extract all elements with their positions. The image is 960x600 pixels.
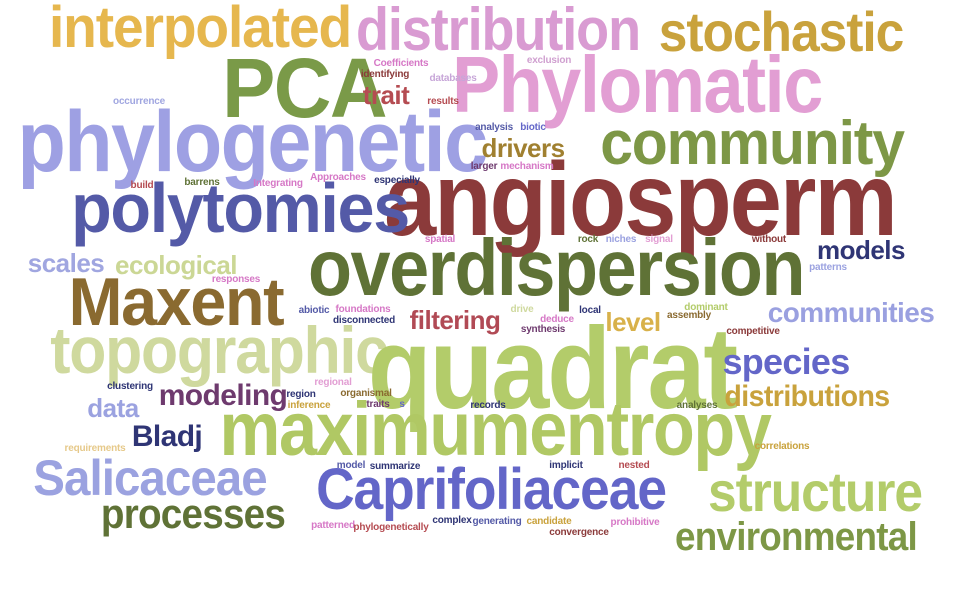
- cloud-word: Coefficients: [373, 58, 429, 69]
- cloud-word: records: [470, 400, 506, 411]
- cloud-word: exclusion: [526, 55, 572, 66]
- cloud-word: interpolated: [48, 0, 352, 60]
- cloud-word: inference: [287, 400, 331, 411]
- cloud-word: biotic: [520, 122, 546, 133]
- cloud-word: niches: [605, 234, 637, 245]
- cloud-word: spatial: [424, 234, 456, 245]
- cloud-word: occurrence: [113, 96, 165, 107]
- cloud-word: stochastic: [658, 0, 905, 63]
- cloud-word: clustering: [107, 381, 153, 392]
- cloud-word: mechanism: [500, 161, 554, 172]
- cloud-word: Approaches: [310, 172, 366, 183]
- cloud-word: abiotic: [298, 305, 330, 316]
- cloud-word: data: [87, 393, 139, 423]
- cloud-word: patterned: [311, 520, 355, 531]
- cloud-word: larger: [470, 161, 498, 172]
- cloud-word: requirements: [64, 443, 126, 454]
- cloud-word: local: [579, 305, 601, 316]
- cloud-word: species: [722, 341, 850, 382]
- cloud-word: scales: [27, 248, 105, 278]
- cloud-word: deduce: [540, 314, 574, 325]
- cloud-word: phylogenetically: [353, 522, 429, 533]
- cloud-word: synthesis: [520, 324, 566, 335]
- cloud-word: identifying: [360, 69, 410, 80]
- cloud-word: Salicaceae: [33, 450, 267, 506]
- cloud-word: regional: [314, 377, 352, 388]
- cloud-word: environmental: [675, 515, 918, 559]
- cloud-word: patterns: [809, 262, 847, 273]
- cloud-word: distribution: [356, 0, 641, 63]
- cloud-word: maximumentropy: [219, 387, 772, 472]
- cloud-word: competitive: [726, 326, 780, 337]
- cloud-word: models: [817, 235, 905, 265]
- cloud-word: responses: [211, 274, 261, 285]
- cloud-word: rock: [577, 234, 599, 245]
- cloud-word: implicit: [549, 460, 583, 471]
- cloud-word: distributions: [724, 380, 890, 413]
- cloud-word: processes: [100, 490, 286, 537]
- cloud-word: nested: [618, 460, 650, 471]
- cloud-word: community: [600, 109, 905, 178]
- cloud-word: drive: [510, 304, 534, 315]
- cloud-word: ecological: [115, 250, 237, 280]
- cloud-word: summarize: [369, 461, 421, 472]
- cloud-word: s: [399, 399, 405, 410]
- cloud-word: convergence: [549, 527, 609, 538]
- cloud-word: organismal: [340, 388, 392, 399]
- cloud-word: traits: [366, 399, 390, 410]
- cloud-word: overdispersion: [307, 223, 805, 312]
- cloud-word: structure: [707, 460, 923, 523]
- cloud-word: quadrat: [367, 303, 738, 433]
- cloud-word: dominant: [684, 302, 728, 313]
- cloud-word: correlations: [754, 441, 810, 452]
- cloud-word: analysis: [475, 122, 513, 133]
- cloud-word: disconnected: [332, 315, 396, 326]
- cloud-word: filtering: [409, 305, 501, 335]
- cloud-word: level: [605, 307, 661, 337]
- cloud-word: prohibitive: [610, 517, 660, 528]
- cloud-word: Phylomatic: [452, 40, 823, 129]
- cloud-word: model: [336, 460, 366, 471]
- cloud-word: trait: [362, 80, 410, 110]
- cloud-word: build: [130, 180, 154, 191]
- cloud-word: Maxent: [68, 264, 285, 340]
- cloud-word: generating: [472, 516, 522, 527]
- cloud-word: Integrating: [253, 178, 303, 189]
- cloud-word: communities: [767, 297, 935, 328]
- cloud-word: Caprifoliaceae: [316, 457, 667, 522]
- cloud-word: angiosperm: [384, 142, 898, 258]
- cloud-word: PCA: [222, 41, 387, 135]
- cloud-word: barrens: [184, 177, 220, 188]
- cloud-word: phylogenetic: [17, 94, 489, 190]
- cloud-word: especially: [374, 175, 420, 186]
- cloud-word: databases: [429, 73, 477, 84]
- cloud-word: signal: [645, 234, 673, 245]
- cloud-word: Bladj: [131, 420, 203, 453]
- cloud-word: analyses: [676, 400, 718, 411]
- cloud-word: complex: [432, 515, 472, 526]
- cloud-word: modeling: [158, 379, 288, 412]
- cloud-word: polytomies: [71, 169, 410, 247]
- cloud-word: results: [427, 96, 459, 107]
- cloud-word: foundations: [335, 304, 391, 315]
- cloud-word: assembly: [667, 310, 711, 321]
- cloud-word: candidate: [526, 516, 572, 527]
- cloud-word: without: [751, 234, 787, 245]
- cloud-word: region: [286, 389, 316, 400]
- cloud-word: drivers: [481, 133, 565, 163]
- cloud-word: topographic: [50, 313, 389, 387]
